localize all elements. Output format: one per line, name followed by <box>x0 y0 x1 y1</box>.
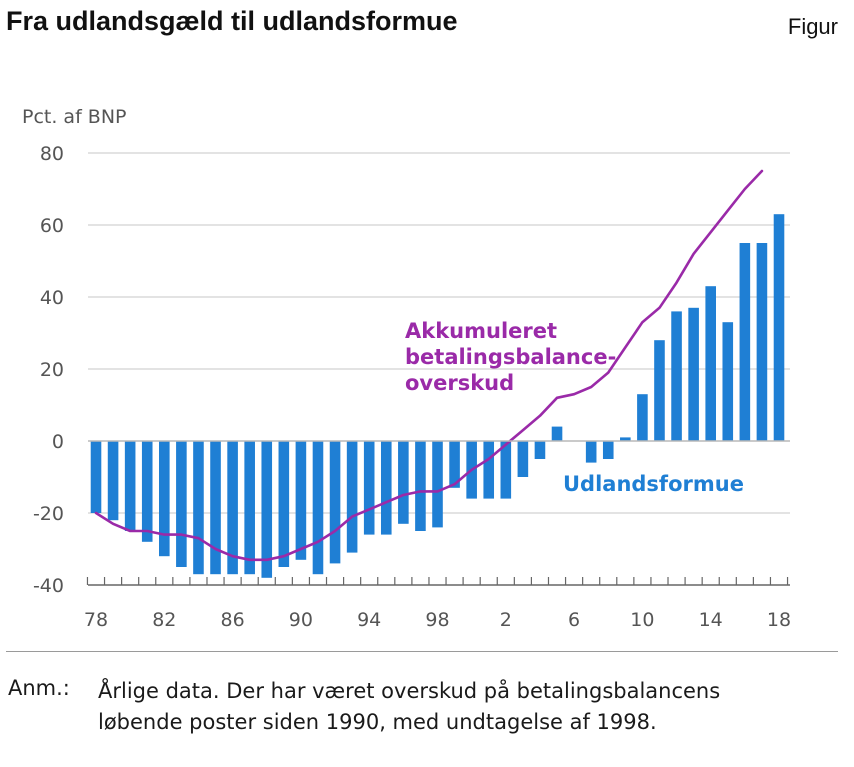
footnote-label: Anm.: <box>8 676 70 700</box>
bar <box>449 441 460 488</box>
bar <box>363 441 375 535</box>
bar <box>415 441 426 531</box>
bar <box>620 437 631 441</box>
annotation-akkumuleret-line: overskud <box>405 371 514 395</box>
y-axis-unit-label: Pct. af BNP <box>22 106 127 128</box>
footnote-text: Årlige data. Der har været overskud på b… <box>98 676 843 738</box>
footnote-line-1: Årlige data. Der har været overskud på b… <box>98 679 721 703</box>
annotation-akkumuleret-line: betalingsbalance- <box>405 345 616 369</box>
annotation-udlandsformue: Udlandsformue <box>563 472 744 496</box>
line-series-akkumuleret <box>94 169 764 562</box>
bar <box>90 441 102 513</box>
y-tick-label: 0 <box>52 431 64 453</box>
bar <box>107 441 119 521</box>
bar <box>329 441 341 564</box>
x-tick-label: 78 <box>84 609 108 631</box>
bar <box>398 441 409 524</box>
bar-series-udlandsformue <box>90 214 785 578</box>
bar <box>671 311 682 441</box>
x-tick-label: 2 <box>500 609 512 631</box>
bar <box>602 441 614 459</box>
y-tick-label: 60 <box>40 215 64 237</box>
bar <box>551 426 563 441</box>
bar <box>227 441 238 575</box>
footnote-line-2: løbende poster siden 1990, med undtagels… <box>98 710 657 734</box>
x-axis-ticks: 78 82 86 90 94 98 2 6 10 14 18 <box>84 609 791 631</box>
bar <box>705 286 716 441</box>
footnote-divider <box>6 651 838 652</box>
bar <box>141 441 153 542</box>
y-tick-label: 80 <box>40 143 64 165</box>
x-tick-label: 14 <box>699 609 723 631</box>
bar <box>517 441 529 477</box>
gridlines <box>88 152 790 514</box>
bar <box>346 441 358 553</box>
bar <box>193 441 204 575</box>
x-tick-label: 90 <box>289 609 313 631</box>
y-tick-label: -20 <box>33 503 64 525</box>
bar <box>654 340 665 441</box>
x-tick-label: 82 <box>152 609 176 631</box>
bar <box>124 441 136 531</box>
bar <box>500 441 512 499</box>
bar <box>380 441 392 535</box>
bar <box>534 441 546 459</box>
bar <box>739 243 751 441</box>
x-tick-label: 6 <box>568 609 580 631</box>
bar <box>278 441 290 567</box>
figure-label: Figur <box>787 14 838 39</box>
y-tick-label: 40 <box>40 287 64 309</box>
bar <box>176 441 187 567</box>
bar <box>244 441 255 575</box>
bar <box>210 441 221 575</box>
x-tick-label: 86 <box>221 609 245 631</box>
bar <box>432 441 443 528</box>
bar <box>483 441 495 499</box>
x-tick-label: 10 <box>630 609 654 631</box>
annotation-akkumuleret-line: Akkumuleret <box>405 319 557 343</box>
y-tick-label: 20 <box>40 359 64 381</box>
y-axis-ticks: -40 -20 0 20 40 60 80 <box>33 143 64 597</box>
bar <box>722 322 734 441</box>
bar <box>688 307 699 441</box>
x-tick-label: 98 <box>425 609 449 631</box>
x-tick-label: 18 <box>767 609 791 631</box>
bar <box>773 214 785 441</box>
bar <box>637 394 648 441</box>
bar <box>585 441 597 463</box>
bar <box>756 243 768 441</box>
bar <box>295 441 307 560</box>
bar <box>261 441 273 578</box>
x-axis <box>86 440 790 586</box>
chart-title: Fra udlandsgæld til udlandsformue <box>6 6 458 36</box>
series-line <box>94 169 764 562</box>
bar <box>159 441 170 557</box>
y-tick-label: -40 <box>33 575 64 597</box>
chart-plot: -40 -20 0 20 40 60 80 78 82 86 90 94 98 2 6 10 14 18 Akk… <box>33 143 791 631</box>
bar <box>312 441 324 575</box>
x-tick-label: 94 <box>357 609 381 631</box>
